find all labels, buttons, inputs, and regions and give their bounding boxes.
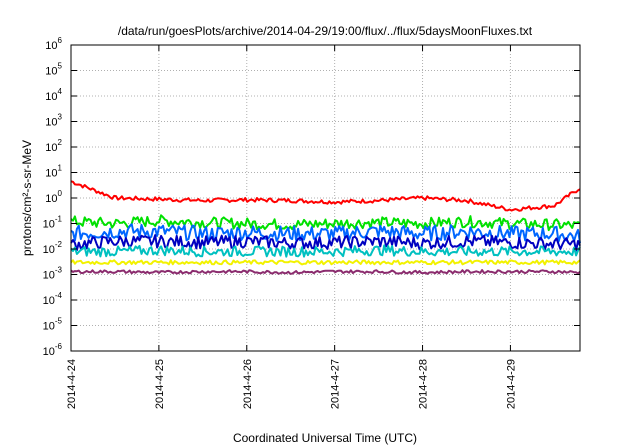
series-line — [70, 214, 581, 232]
y-tick-label: 102 — [45, 138, 62, 154]
series-line — [70, 234, 581, 252]
y-tick-label: 104 — [45, 87, 62, 103]
y-tick-label: 10-4 — [43, 291, 63, 307]
y-tick-label: 10-2 — [43, 240, 63, 256]
series-line — [70, 244, 581, 258]
x-tick-label: 2014-4-25 — [154, 359, 166, 409]
series-line — [70, 259, 581, 266]
series-lines — [70, 180, 581, 275]
x-tick-label: 2014-4-24 — [66, 359, 78, 409]
x-tick-label: 2014-4-29 — [505, 359, 517, 409]
y-tick-label: 10-1 — [43, 215, 63, 231]
y-tick-label: 105 — [45, 62, 62, 78]
x-tick-labels: 2014-4-24 2014-4-25 2014-4-26 2014-4-27 2014… — [66, 359, 517, 409]
y-tick-label: 10-3 — [43, 266, 63, 282]
x-tick-label: 2014-4-28 — [418, 359, 430, 409]
axis-ticks — [70, 44, 580, 352]
y-tick-label: 101 — [45, 164, 62, 180]
y-axis-label: protons/cm²-s-sr-MeV — [20, 140, 34, 256]
y-tick-label: 100 — [45, 189, 62, 205]
x-tick-label: 2014-4-27 — [330, 359, 342, 409]
chart-title: /data/run/goesPlots/archive/2014-04-29/1… — [118, 24, 533, 38]
x-axis-label: Coordinated Universal Time (UTC) — [233, 431, 417, 445]
series-line — [70, 269, 581, 275]
series-line — [70, 180, 581, 212]
y-tick-label: 10-6 — [43, 342, 63, 358]
y-tick-labels: 10-6 10-5 10-4 10-3 10-2 10-1 100 101 102 103 104 1… — [43, 36, 63, 358]
y-tick-label: 103 — [45, 113, 62, 129]
y-tick-label: 10-5 — [43, 317, 63, 333]
y-tick-label: 106 — [45, 36, 62, 52]
x-tick-label: 2014-4-26 — [242, 359, 254, 409]
